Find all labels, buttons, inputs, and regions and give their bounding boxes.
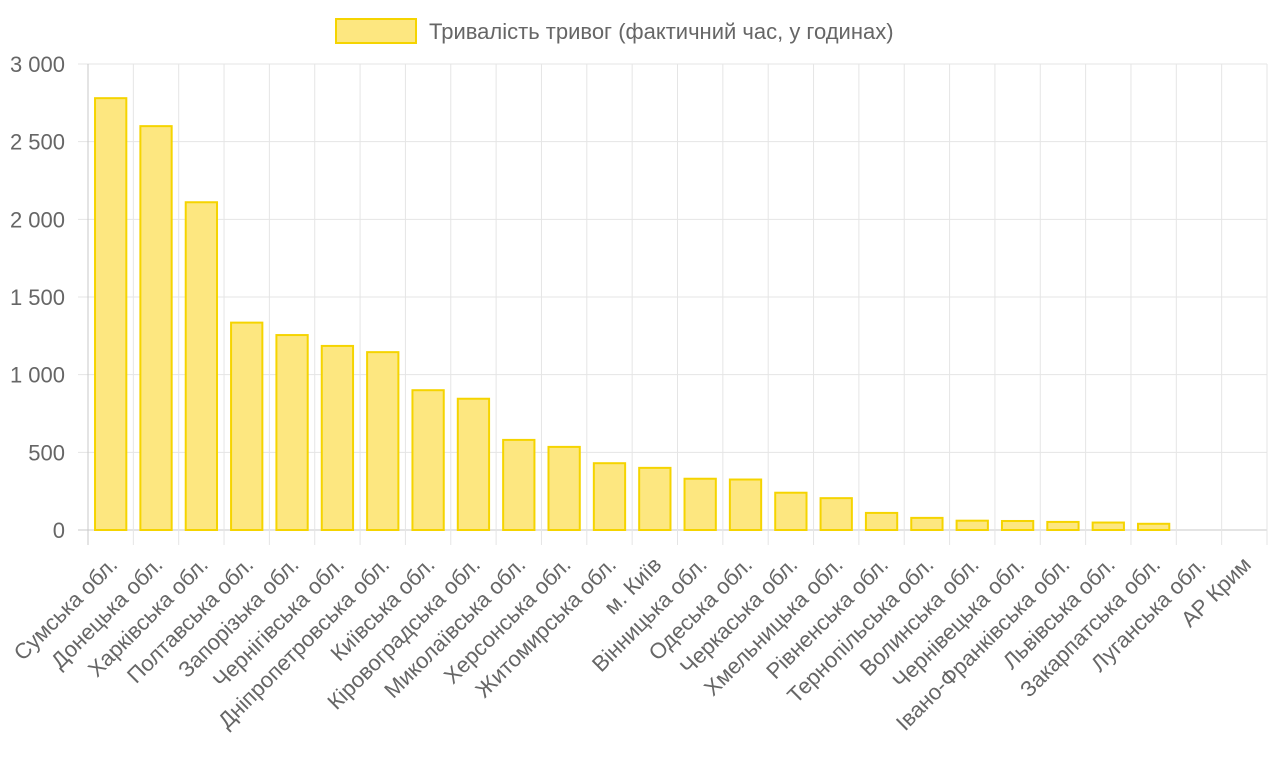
y-tick-label: 2 000 xyxy=(10,207,65,232)
y-tick-label: 1 000 xyxy=(10,363,65,388)
legend-swatch xyxy=(335,18,417,44)
y-tick-label: 0 xyxy=(53,518,65,543)
bar xyxy=(864,511,899,531)
y-axis-tick-labels: 0 500 1 000 1 500 2 000 2 500 3 000 xyxy=(10,52,65,543)
bar xyxy=(819,497,853,532)
y-tick-label: 500 xyxy=(28,440,65,465)
bar xyxy=(275,334,309,531)
bar xyxy=(638,466,672,532)
bar xyxy=(1046,520,1080,532)
bar xyxy=(366,351,400,532)
bar xyxy=(230,321,264,531)
bar xyxy=(1136,522,1171,532)
bar xyxy=(139,125,173,531)
y-tick-label: 1 500 xyxy=(10,285,65,310)
bar xyxy=(955,519,989,531)
legend-label: Тривалість тривог (фактичний час, у годи… xyxy=(429,19,894,44)
bar xyxy=(547,445,581,531)
bar xyxy=(1091,521,1125,532)
grid-lines xyxy=(78,63,1268,545)
x-axis-tick-labels: Сумська обл.Донецька обл.Харківська обл.… xyxy=(9,552,1256,736)
bar xyxy=(411,389,445,532)
bar xyxy=(592,462,627,531)
bar xyxy=(683,477,717,531)
bar xyxy=(774,491,808,531)
bar xyxy=(184,201,219,531)
bar-series xyxy=(94,97,1171,532)
bar xyxy=(456,397,491,532)
bar xyxy=(502,438,536,532)
bar xyxy=(94,97,128,531)
bar xyxy=(910,516,944,531)
bar xyxy=(1000,519,1035,531)
chart-legend[interactable]: Тривалість тривог (фактичний час, у годи… xyxy=(335,18,894,44)
bar xyxy=(320,344,355,531)
y-tick-label: 3 000 xyxy=(10,52,65,77)
bar xyxy=(728,478,763,531)
y-tick-label: 2 500 xyxy=(10,130,65,155)
